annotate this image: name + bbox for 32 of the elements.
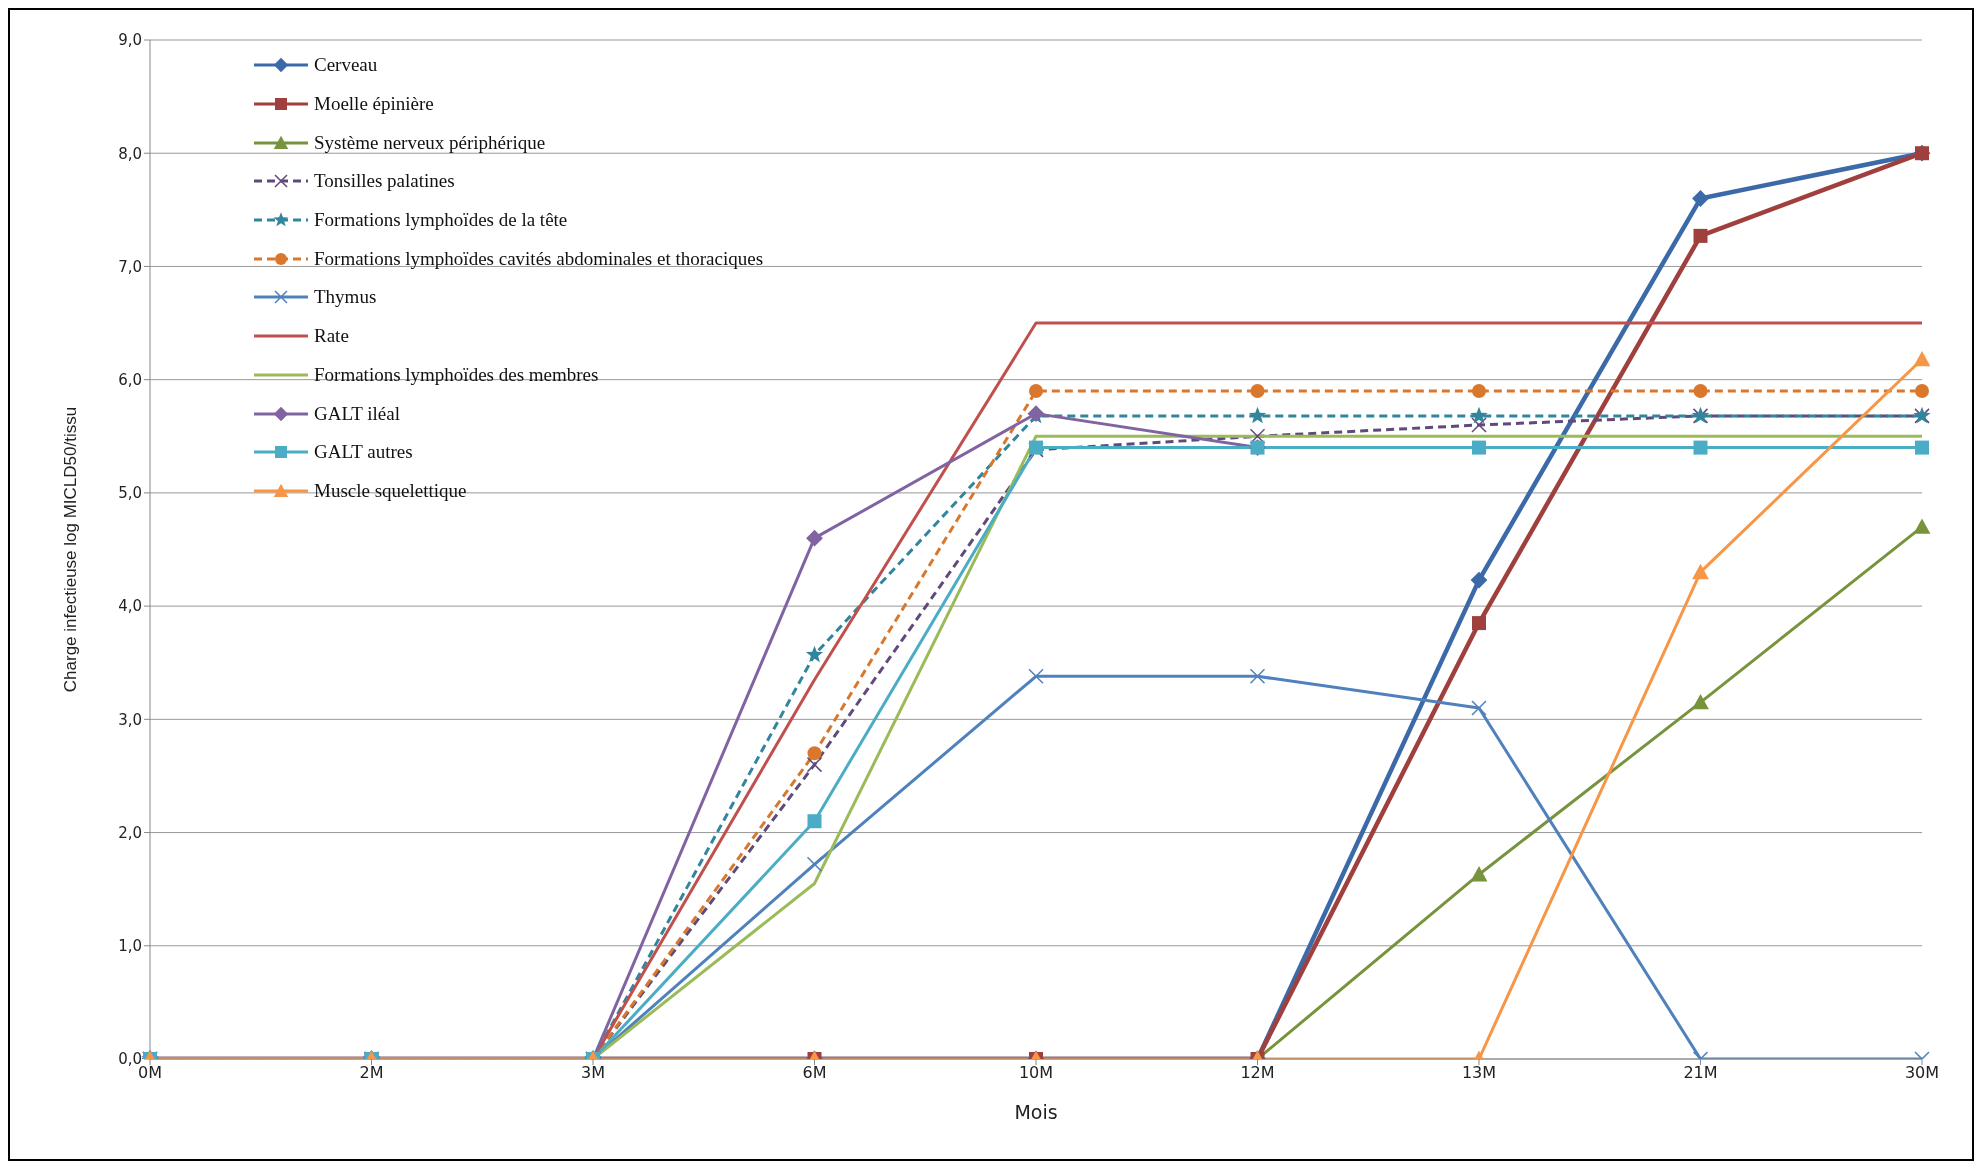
legend-label: Muscle squelettique bbox=[314, 479, 467, 502]
y-tick-label: 1,0 bbox=[118, 937, 142, 956]
y-tick-label: 9,0 bbox=[118, 31, 142, 50]
legend-label: GALT iléal bbox=[314, 402, 401, 425]
x-tick-label: 3M bbox=[581, 1063, 605, 1083]
y-tick-label: 8,0 bbox=[118, 144, 142, 163]
legend-label: Cerveau bbox=[314, 54, 378, 77]
y-axis-title: Charge infectieuse log MICLD50/tissu bbox=[61, 406, 81, 693]
x-tick-label: 30M bbox=[1904, 1063, 1940, 1083]
y-tick-label: 4,0 bbox=[118, 597, 142, 616]
x-axis-title: Mois bbox=[1014, 1101, 1058, 1123]
legend-label: Thymus bbox=[314, 286, 377, 309]
y-tick-label: 6,0 bbox=[118, 370, 142, 389]
legend-label: Rate bbox=[314, 325, 349, 348]
x-tick-label: 10M bbox=[1018, 1063, 1054, 1083]
x-tick-label: 13M bbox=[1461, 1063, 1497, 1083]
legend-label: GALT autres bbox=[314, 441, 413, 464]
legend-label: Moelle épinière bbox=[314, 93, 434, 116]
y-tick-label: 2,0 bbox=[118, 823, 142, 842]
y-tick-label: 3,0 bbox=[118, 710, 142, 729]
y-tick-label: 7,0 bbox=[118, 257, 142, 276]
x-tick-label: 2M bbox=[359, 1063, 384, 1083]
legend-label: Formations lymphoïdes de la tête bbox=[314, 209, 568, 232]
y-tick-label: 5,0 bbox=[118, 484, 142, 503]
x-tick-label: 0M bbox=[138, 1063, 162, 1083]
x-tick-label: 21M bbox=[1683, 1063, 1718, 1083]
legend-label: Système nerveux périphérique bbox=[314, 131, 546, 154]
legend-label: Formations lymphoïdes cavités abdominales et thoraciques bbox=[314, 247, 764, 270]
legend-label: Tonsilles palatines bbox=[314, 170, 455, 193]
legend-label: Formations lymphoïdes des membres bbox=[314, 363, 599, 386]
x-tick-label: 12M bbox=[1240, 1063, 1275, 1083]
x-tick-label: 6M bbox=[802, 1063, 827, 1083]
